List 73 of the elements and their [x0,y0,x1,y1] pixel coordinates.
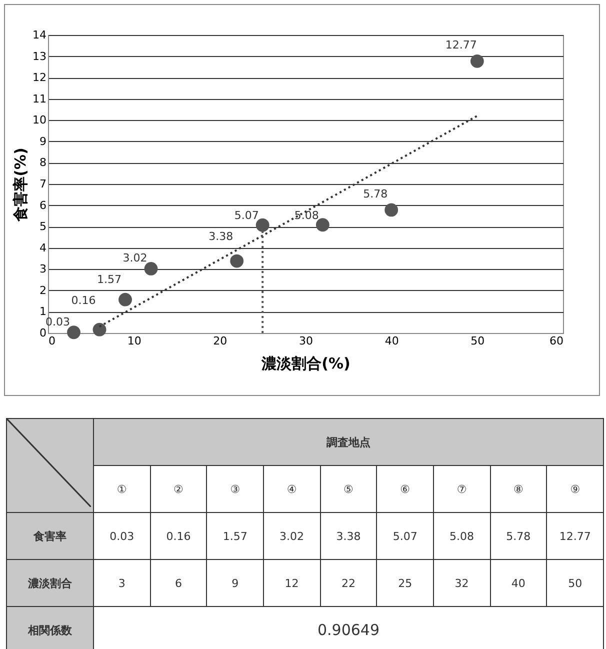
data-label: 1.57 [97,272,122,286]
y-tick-label: 3 [40,262,46,276]
y-tick-label: 9 [40,134,46,148]
text: ② [150,466,207,512]
y-tick-label: 6 [40,198,46,212]
y-tick-label: 7 [40,178,46,190]
data-label: 5.07 [234,208,259,222]
x-tick-label: 30 [299,334,313,348]
text: 50 [546,560,604,606]
y-tick-label: 1 [40,305,46,318]
text: 32 [433,560,490,606]
text: 9 [206,560,264,606]
data-label: 12.77 [445,38,477,52]
point [92,322,106,336]
point [384,203,398,217]
text: 40 [490,560,547,606]
x-tick-label: 10 [127,334,142,348]
text: 12 [263,560,320,606]
text: 6 [150,560,207,606]
text: 1.57 [206,512,264,560]
text: 食害率 [6,512,94,560]
y-axis-title: 食害率(%) [12,148,30,222]
text: ⑥ [376,466,434,512]
text: ③ [206,466,264,512]
text: 3.38 [320,512,377,560]
y-tick-label: 2 [40,284,46,297]
text: 濃淡割合 [6,560,94,606]
y-tick-label: 11 [32,92,46,106]
point [470,54,484,68]
text: 5.07 [376,512,434,560]
y-tick-label: 10 [32,114,46,127]
text: 0.16 [150,512,207,560]
text: 12.77 [546,512,604,560]
text: ⑧ [490,466,547,512]
point [67,326,80,340]
data-label: 5.08 [294,208,319,222]
text: 3 [94,560,150,606]
x-tick-label: 50 [470,334,485,348]
text: 0.90649 [94,606,604,649]
x-tick-label: 60 [550,334,564,348]
data-label: 3.02 [122,252,148,264]
y-tick-label: 0 [40,326,46,340]
x-tick-label: 40 [384,334,399,348]
text: 25 [376,560,434,606]
text: 5.78 [490,512,547,560]
y-tick-label: 8 [40,156,46,170]
x-tick-label: 20 [213,334,228,348]
y-tick-label: 12 [32,71,46,84]
y-tick-label: 5 [40,220,46,234]
point [144,262,158,276]
point [118,292,132,306]
y-tick-label: 14 [32,28,46,42]
text: ⑨ [546,466,604,512]
text: 3.02 [263,512,320,560]
text: ⑤ [320,466,377,512]
text: 調査地点 [94,418,604,466]
point [256,218,270,232]
text: ④ [263,466,320,512]
text: ⑦ [433,466,490,512]
text: 5.08 [433,512,490,560]
text: 22 [320,560,377,606]
data-label: 3.38 [208,230,234,244]
text: 相関係数 [6,606,94,649]
text: 0.03 [94,512,150,560]
data-label: 0.16 [71,294,96,308]
x-tick-label: 0 [48,334,56,348]
x-axis-title: 濃淡割合(%) [260,354,350,372]
text: ① [94,466,150,512]
y-tick-label: 4 [40,241,46,254]
data-label: 5.78 [363,188,388,201]
y-tick-label: 13 [32,50,46,63]
point [230,254,244,268]
point [316,218,330,232]
